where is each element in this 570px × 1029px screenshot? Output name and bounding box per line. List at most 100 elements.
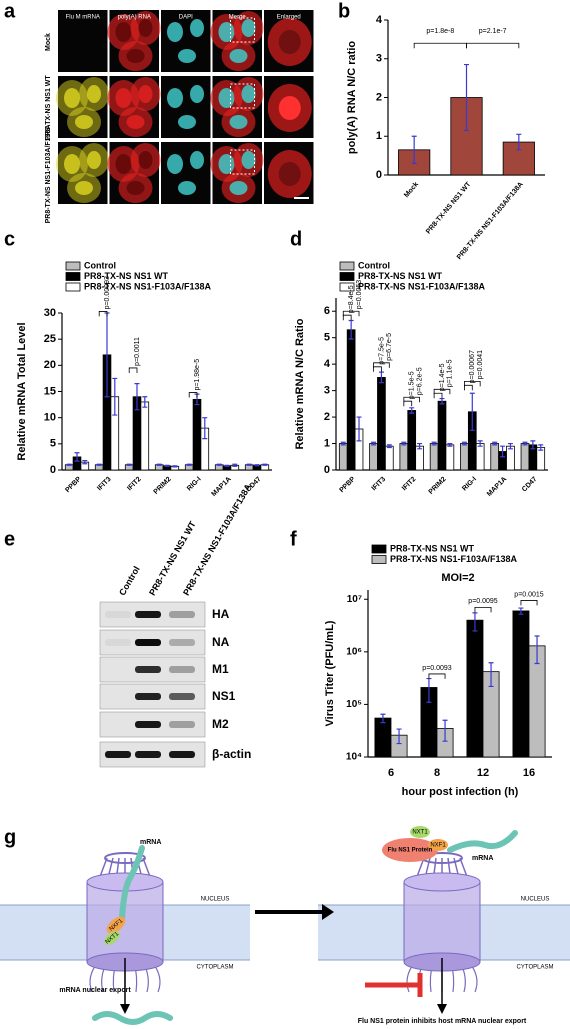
error-bar bbox=[461, 441, 467, 446]
zoom-box bbox=[230, 149, 255, 175]
y-axis-label: Relative mRNA N/C Ratio bbox=[294, 318, 306, 449]
band bbox=[135, 666, 161, 673]
mrna-strand bbox=[447, 830, 518, 853]
p-value: p=1.8e-8 bbox=[426, 28, 454, 35]
band bbox=[169, 721, 195, 728]
nucleus bbox=[278, 96, 301, 120]
error-bar bbox=[500, 445, 506, 458]
bracket bbox=[520, 600, 538, 606]
error-bar bbox=[380, 713, 386, 724]
error-bar bbox=[126, 463, 132, 466]
bar bbox=[429, 443, 439, 471]
protein-label: β-actin bbox=[212, 747, 251, 761]
bar bbox=[466, 619, 484, 758]
bar bbox=[445, 444, 455, 471]
error-bar bbox=[232, 463, 238, 467]
caption: mRNA nuclear export bbox=[59, 987, 131, 994]
bracket bbox=[474, 607, 492, 613]
x-tick-label: PR8-TX-NS NS1 WT bbox=[425, 180, 473, 235]
error-bar bbox=[469, 392, 475, 431]
legend-swatch bbox=[339, 261, 355, 271]
error-bar bbox=[530, 440, 536, 450]
protein-label: NS1 bbox=[212, 689, 236, 703]
panel-letter: a bbox=[4, 0, 16, 22]
nucleus bbox=[241, 19, 256, 37]
x-tick-label: PRIM2 bbox=[153, 476, 173, 496]
legend-label: PR8-TX-NS NS1-F103A/F138A bbox=[390, 554, 518, 564]
error-bar bbox=[409, 407, 415, 414]
nucleus bbox=[167, 88, 183, 108]
error-bar bbox=[439, 397, 445, 405]
p-value: p=2.1e-7 bbox=[479, 28, 507, 35]
x-tick-label: IFIT2 bbox=[126, 476, 143, 493]
label: Flu NS1 Protein bbox=[388, 848, 433, 854]
p-value: p=6.7e-5 bbox=[386, 333, 393, 361]
band bbox=[105, 721, 131, 728]
label: NUCLEUS bbox=[521, 897, 550, 903]
error-bar bbox=[254, 464, 260, 467]
x-tick-label: Mock bbox=[403, 181, 420, 199]
error-bar bbox=[371, 441, 377, 446]
y-tick-label: 25 bbox=[44, 333, 56, 345]
protein-label: HA bbox=[212, 607, 230, 621]
y-tick-label: 5 bbox=[324, 332, 330, 344]
bar bbox=[512, 610, 530, 758]
bar bbox=[374, 717, 392, 758]
nxt1-shape bbox=[410, 826, 430, 838]
bracket bbox=[413, 42, 467, 49]
bar bbox=[437, 400, 447, 471]
bracket bbox=[98, 311, 108, 317]
nucleus bbox=[64, 154, 80, 174]
x-tick-label: 6 bbox=[388, 767, 394, 779]
legend-label: PR8-TX-NS NS1 WT bbox=[358, 271, 443, 281]
y-tick-label: 4 bbox=[376, 14, 383, 26]
x-tick-label: MAP1A bbox=[210, 476, 232, 498]
y-tick-label: 0 bbox=[376, 169, 382, 181]
bracket bbox=[464, 384, 473, 391]
error-bar bbox=[522, 441, 528, 446]
nucleus bbox=[278, 162, 301, 186]
x-tick-label: 16 bbox=[523, 767, 535, 779]
error-bar bbox=[488, 662, 494, 688]
bracket bbox=[373, 366, 382, 372]
error-bar bbox=[431, 441, 437, 446]
x-tick-label: IFIT2 bbox=[401, 476, 418, 493]
legend-swatch bbox=[65, 272, 81, 281]
band bbox=[105, 639, 131, 646]
y-tick-label: 3 bbox=[376, 53, 382, 65]
bar bbox=[399, 443, 409, 471]
arrowhead bbox=[322, 904, 334, 920]
error-bar bbox=[246, 463, 252, 466]
bracket bbox=[188, 392, 198, 398]
nucleus bbox=[64, 88, 80, 108]
nucleus bbox=[138, 19, 153, 37]
column-header: Enlarged bbox=[277, 15, 301, 21]
error-bar bbox=[96, 463, 102, 466]
column-header: Merge bbox=[229, 15, 247, 21]
nucleus bbox=[218, 22, 235, 42]
bar bbox=[140, 401, 150, 471]
error-bar bbox=[356, 416, 362, 442]
nucleus bbox=[229, 181, 248, 195]
p-value: p=0.00093 bbox=[104, 276, 111, 309]
legend-label: PR8-TX-NS NS1 WT bbox=[84, 271, 169, 281]
y-tick-label: 10⁴ bbox=[346, 752, 362, 763]
y-tick-label: 20 bbox=[44, 359, 56, 371]
error-bar bbox=[401, 441, 407, 446]
band bbox=[105, 666, 131, 673]
bar bbox=[377, 376, 386, 471]
protein-label: M1 bbox=[212, 662, 229, 676]
column-header: Flu M mRNA bbox=[66, 15, 100, 21]
arrowhead bbox=[120, 1004, 130, 1014]
y-tick-label: 10 bbox=[44, 412, 56, 424]
legend-label: PR8-TX-NS NS1-F103A/F138A bbox=[358, 281, 486, 291]
error-bar bbox=[74, 452, 80, 462]
error-bar bbox=[516, 133, 522, 151]
nucleus bbox=[167, 22, 183, 42]
bar bbox=[490, 443, 500, 471]
bracket bbox=[403, 396, 420, 403]
legend-swatch bbox=[65, 261, 81, 271]
error-bar bbox=[538, 444, 544, 451]
legend-swatch bbox=[339, 282, 355, 292]
legend-swatch bbox=[65, 282, 81, 292]
